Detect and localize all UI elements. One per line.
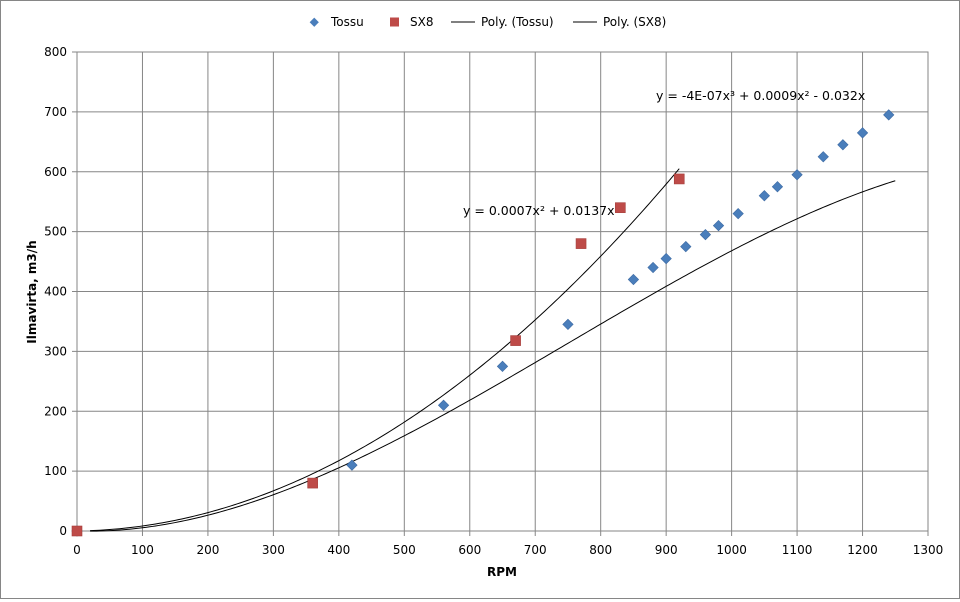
gridlines [72,51,929,536]
point-tossu [883,109,895,121]
y-tick-label: 800 [44,45,67,59]
x-tick-label: 1100 [782,543,813,557]
legend-marker-sx8 [390,17,399,27]
trendline-sx8 [90,168,680,532]
x-tick-label: 300 [262,543,285,557]
point-tossu [562,318,574,331]
y-tick-label: 200 [44,404,67,418]
x-tick-label: 1200 [847,543,878,557]
y-tick-label: 600 [44,165,67,179]
point-tossu [627,273,640,286]
legend: Tossu SX8 Poly. (Tossu) Poly. (SX8) [309,15,666,29]
x-tick-label: 800 [589,543,612,557]
y-tick-label: 700 [44,105,67,119]
point-tossu [660,252,672,265]
point-tossu [712,220,725,232]
x-tick-label: 0 [73,543,81,557]
y-tick-label: 100 [44,464,67,478]
point-sx8 [307,477,318,489]
trendlines [90,168,896,532]
point-tossu [817,151,829,163]
point-sx8 [71,525,83,537]
point-sx8 [673,173,685,185]
point-tossu [837,139,849,151]
x-tick-label: 500 [393,543,416,557]
data-points [71,109,895,537]
x-tick-label: 600 [458,543,481,557]
legend-marker-tossu [309,17,319,27]
y-tick-label: 0 [59,524,67,538]
y-axis-title: Ilmavirta, m3/h [25,240,39,343]
legend-label-tossu: Tossu [330,15,364,29]
x-tick-label: 400 [327,543,350,557]
trendline-equation-sx8: y = 0.0007x² + 0.0137x [463,203,615,218]
point-tossu [437,399,450,411]
legend-label-poly-sx8: Poly. (SX8) [603,15,666,29]
x-tick-label: 700 [524,543,547,557]
x-tick-label: 1000 [716,543,747,557]
point-tossu [680,240,692,253]
point-tossu [647,261,659,274]
point-sx8 [575,238,587,249]
point-tossu [346,459,358,471]
x-tick-label: 100 [131,543,154,557]
trendline-tossu [90,180,896,532]
point-tossu [758,190,770,202]
legend-label-poly-tossu: Poly. (Tossu) [481,15,554,29]
x-tick-label: 200 [196,543,219,557]
x-axis-title: RPM [487,565,517,579]
point-sx8 [615,202,626,213]
x-tick-label: 1300 [913,543,944,557]
point-tossu [771,181,784,193]
y-tick-label: 400 [44,285,67,299]
point-tossu [496,360,509,372]
x-tick-label: 900 [655,543,678,557]
tick-labels: 0 100 200 300 400 500 600 700 800 900 1000 1100 1200… [44,45,943,557]
point-sx8 [510,335,521,346]
y-tick-label: 500 [44,225,67,239]
legend-label-sx8: SX8 [410,15,433,29]
point-tossu [856,127,869,139]
y-tick-label: 300 [44,344,67,358]
point-tossu [732,208,744,220]
plot-area-border [76,51,929,532]
point-tossu [699,228,712,241]
point-tossu [791,169,803,181]
trendline-equation-tossu: y = -4E-07x³ + 0.0009x² - 0.032x [656,88,865,103]
